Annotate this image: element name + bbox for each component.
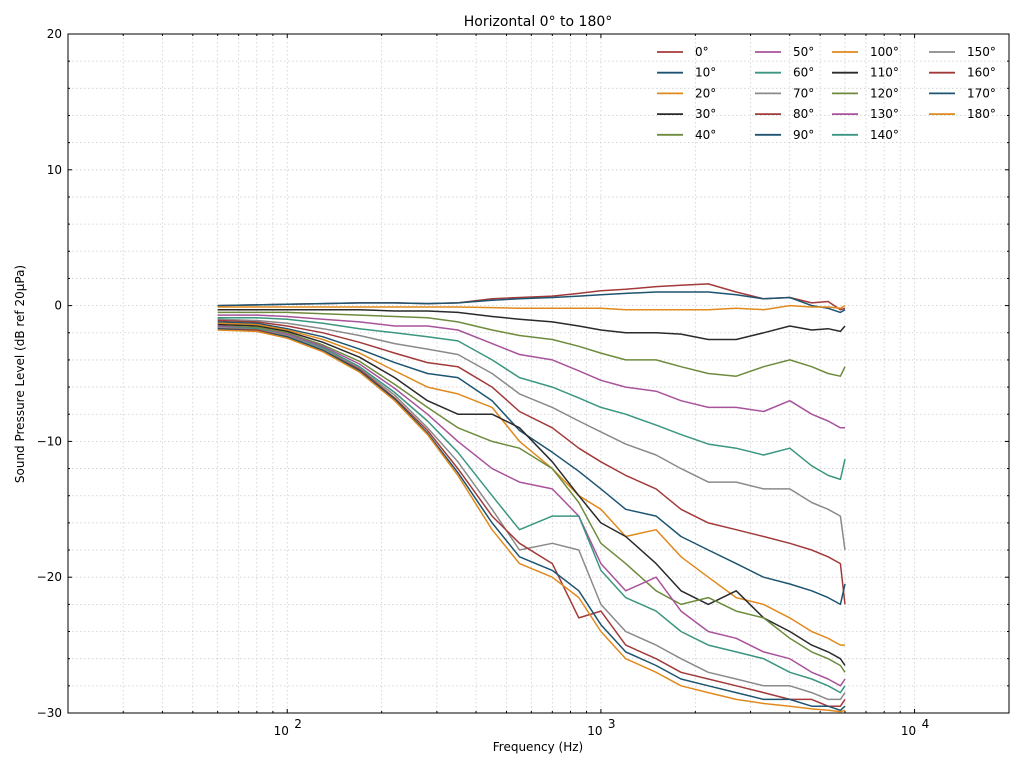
legend-label: 80° [793, 107, 814, 121]
series-line-7 [217, 318, 846, 551]
series-line-12 [217, 325, 846, 673]
series-line-1 [217, 291, 846, 314]
y-tick-label: 20 [47, 27, 62, 41]
series-line-11 [217, 323, 846, 666]
legend-label: 30° [695, 107, 716, 121]
series-line-13 [217, 325, 846, 687]
series-line-2 [217, 304, 846, 311]
series-line-8 [217, 319, 846, 605]
legend-label: 150° [967, 45, 996, 59]
series-line-18 [217, 329, 846, 713]
y-tick-labels: −30 −20 −10 0 10 20 [37, 27, 62, 720]
legend-label: 90° [793, 128, 814, 142]
legend-label: 0° [695, 45, 709, 59]
legend-label: 160° [967, 66, 996, 80]
x-tick-exponent: 3 [608, 717, 616, 731]
y-tick-label: 10 [47, 163, 62, 177]
legend-label: 140° [870, 128, 899, 142]
series-line-15 [217, 326, 846, 701]
legend-label: 180° [967, 107, 996, 121]
legend-label: 100° [870, 45, 899, 59]
series-line-4 [217, 311, 846, 377]
y-tick-label: −30 [37, 706, 62, 720]
x-axis-label: Frequency (Hz) [493, 740, 584, 754]
y-tick-label: −20 [37, 570, 62, 584]
series-line-14 [217, 326, 846, 694]
legend: 0° 10° 20° 30° 40° 50° 60° 70° 80° 90° 100° 110° 120… [657, 45, 996, 142]
legend-label: 50° [793, 45, 814, 59]
x-tick-label: 10 [274, 724, 289, 738]
legend-label: 70° [793, 86, 814, 100]
legend-label: 60° [793, 66, 814, 80]
plot-frame [67, 33, 1010, 714]
series-line-5 [217, 314, 845, 429]
legend-label: 110° [870, 66, 899, 80]
legend-label: 130° [870, 107, 899, 121]
y-tick-label: 0 [54, 299, 62, 313]
x-tick-label: 10 [901, 724, 916, 738]
legend-label: 10° [695, 66, 716, 80]
series-lines [217, 283, 846, 713]
axis-ticks [67, 33, 1010, 714]
legend-label: 40° [695, 128, 716, 142]
grid [67, 33, 1010, 714]
y-tick-label: −10 [37, 434, 62, 448]
series-line-6 [217, 317, 846, 481]
series-line-16 [217, 327, 846, 707]
y-axis-label: Sound Pressure Level (dB ref 20µPa) [13, 265, 27, 483]
x-tick-exponent: 4 [922, 717, 930, 731]
chart-title: Horizontal 0° to 180° [464, 14, 613, 30]
x-tick-exponent: 2 [294, 717, 302, 731]
series-line-10 [217, 322, 845, 646]
x-tick-label: 10 [587, 724, 602, 738]
series-line-17 [217, 327, 846, 712]
x-tick-labels: 10 2 10 3 10 4 [274, 717, 930, 738]
legend-label: 120° [870, 86, 899, 100]
legend-label: 20° [695, 86, 716, 100]
series-line-3 [217, 308, 846, 341]
series-line-9 [217, 321, 846, 606]
legend-label: 170° [967, 86, 996, 100]
